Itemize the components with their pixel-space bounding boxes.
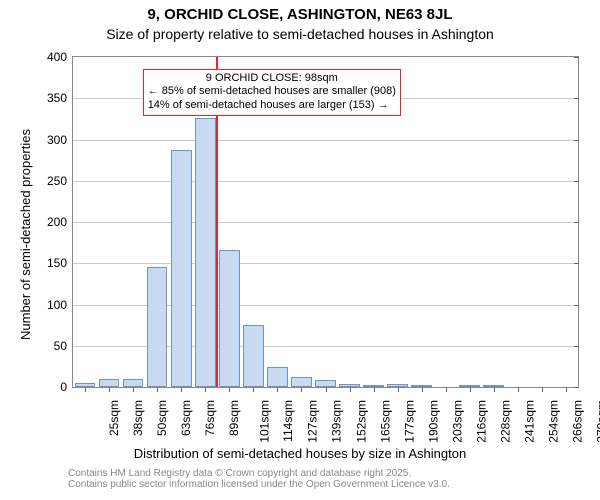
- y-tick-mark: [574, 305, 579, 306]
- x-tick-label: 254sqm: [547, 400, 561, 443]
- x-tick-mark: [277, 387, 278, 392]
- footer-line-2: Contains public sector information licen…: [68, 479, 450, 490]
- x-tick-mark: [229, 387, 230, 392]
- x-tick-mark: [157, 387, 158, 392]
- x-tick-label: 25sqm: [107, 400, 121, 436]
- x-tick-label: 266sqm: [571, 400, 585, 443]
- histogram-bar: [147, 267, 168, 387]
- footer-attribution: Contains HM Land Registry data © Crown c…: [68, 468, 450, 490]
- x-tick-mark: [326, 387, 327, 392]
- histogram-bar: [243, 325, 264, 387]
- y-tick-label: 100: [47, 298, 67, 312]
- y-tick-label: 350: [47, 91, 67, 105]
- y-tick-label: 150: [47, 256, 67, 270]
- histogram-bar: [315, 380, 336, 387]
- y-tick-label: 0: [60, 380, 67, 394]
- x-tick-mark: [301, 387, 302, 392]
- annotation-line: 9 ORCHID CLOSE: 98sqm: [148, 72, 396, 86]
- x-tick-label: 241sqm: [523, 400, 537, 443]
- y-tick-mark: [574, 181, 579, 182]
- x-tick-label: 139sqm: [330, 400, 344, 443]
- x-tick-mark: [253, 387, 254, 392]
- chart-title-address: 9, ORCHID CLOSE, ASHINGTON, NE63 8JL: [0, 6, 600, 23]
- y-tick-label: 250: [47, 174, 67, 188]
- x-tick-mark: [350, 387, 351, 392]
- histogram-bar: [99, 379, 120, 387]
- gridline: [73, 181, 578, 182]
- x-tick-mark: [566, 387, 567, 392]
- x-tick-label: 127sqm: [306, 400, 320, 443]
- x-tick-label: 101sqm: [258, 400, 272, 443]
- histogram-bar: [123, 379, 144, 387]
- gridline: [73, 140, 578, 141]
- y-tick-label: 200: [47, 215, 67, 229]
- x-tick-label: 216sqm: [474, 400, 488, 443]
- histogram-bar: [291, 377, 312, 387]
- y-tick-mark: [574, 98, 579, 99]
- annotation-box: 9 ORCHID CLOSE: 98sqm← 85% of semi-detac…: [143, 69, 401, 116]
- x-tick-mark: [542, 387, 543, 392]
- x-tick-mark: [85, 387, 86, 392]
- y-tick-label: 400: [47, 50, 67, 64]
- x-tick-label: 76sqm: [203, 400, 217, 436]
- y-tick-mark: [574, 387, 579, 388]
- x-tick-label: 38sqm: [131, 400, 145, 436]
- x-tick-mark: [181, 387, 182, 392]
- x-tick-mark: [133, 387, 134, 392]
- x-tick-label: 89sqm: [227, 400, 241, 436]
- x-tick-mark: [205, 387, 206, 392]
- histogram-bar: [195, 118, 216, 387]
- chart-subtitle: Size of property relative to semi-detach…: [0, 26, 600, 42]
- x-tick-mark: [109, 387, 110, 392]
- x-tick-mark: [446, 387, 447, 392]
- y-tick-label: 300: [47, 133, 67, 147]
- y-tick-label: 50: [54, 339, 67, 353]
- x-tick-label: 114sqm: [281, 400, 295, 442]
- annotation-line: 14% of semi-detached houses are larger (…: [148, 99, 396, 113]
- y-tick-mark: [574, 263, 579, 264]
- y-tick-mark: [574, 346, 579, 347]
- y-tick-mark: [574, 140, 579, 141]
- x-tick-label: 177sqm: [402, 400, 416, 443]
- x-tick-mark: [422, 387, 423, 392]
- x-tick-label: 63sqm: [179, 400, 193, 436]
- x-tick-label: 152sqm: [354, 400, 368, 443]
- gridline: [73, 263, 578, 264]
- y-tick-mark: [574, 57, 579, 58]
- x-tick-label: 165sqm: [378, 400, 392, 443]
- x-tick-label: 228sqm: [498, 400, 512, 443]
- histogram-bar: [267, 367, 288, 387]
- plot-area: 05010015020025030035040025sqm38sqm50sqm6…: [72, 56, 579, 388]
- annotation-line: ← 85% of semi-detached houses are smalle…: [148, 85, 396, 99]
- x-tick-mark: [518, 387, 519, 392]
- histogram-bar: [171, 150, 192, 387]
- x-tick-mark: [494, 387, 495, 392]
- x-tick-label: 50sqm: [155, 400, 169, 436]
- y-tick-mark: [574, 222, 579, 223]
- y-axis-label: Number of semi-detached properties: [18, 129, 33, 340]
- footer-line-1: Contains HM Land Registry data © Crown c…: [68, 468, 450, 479]
- histogram-chart: { "layout": { "width": 600, "height": 50…: [0, 0, 600, 500]
- x-tick-mark: [398, 387, 399, 392]
- gridline: [73, 222, 578, 223]
- x-axis-label: Distribution of semi-detached houses by …: [0, 446, 600, 461]
- x-tick-label: 190sqm: [426, 400, 440, 443]
- x-tick-mark: [374, 387, 375, 392]
- x-tick-label: 279sqm: [595, 400, 600, 443]
- x-tick-mark: [470, 387, 471, 392]
- x-tick-label: 203sqm: [450, 400, 464, 443]
- histogram-bar: [219, 250, 240, 387]
